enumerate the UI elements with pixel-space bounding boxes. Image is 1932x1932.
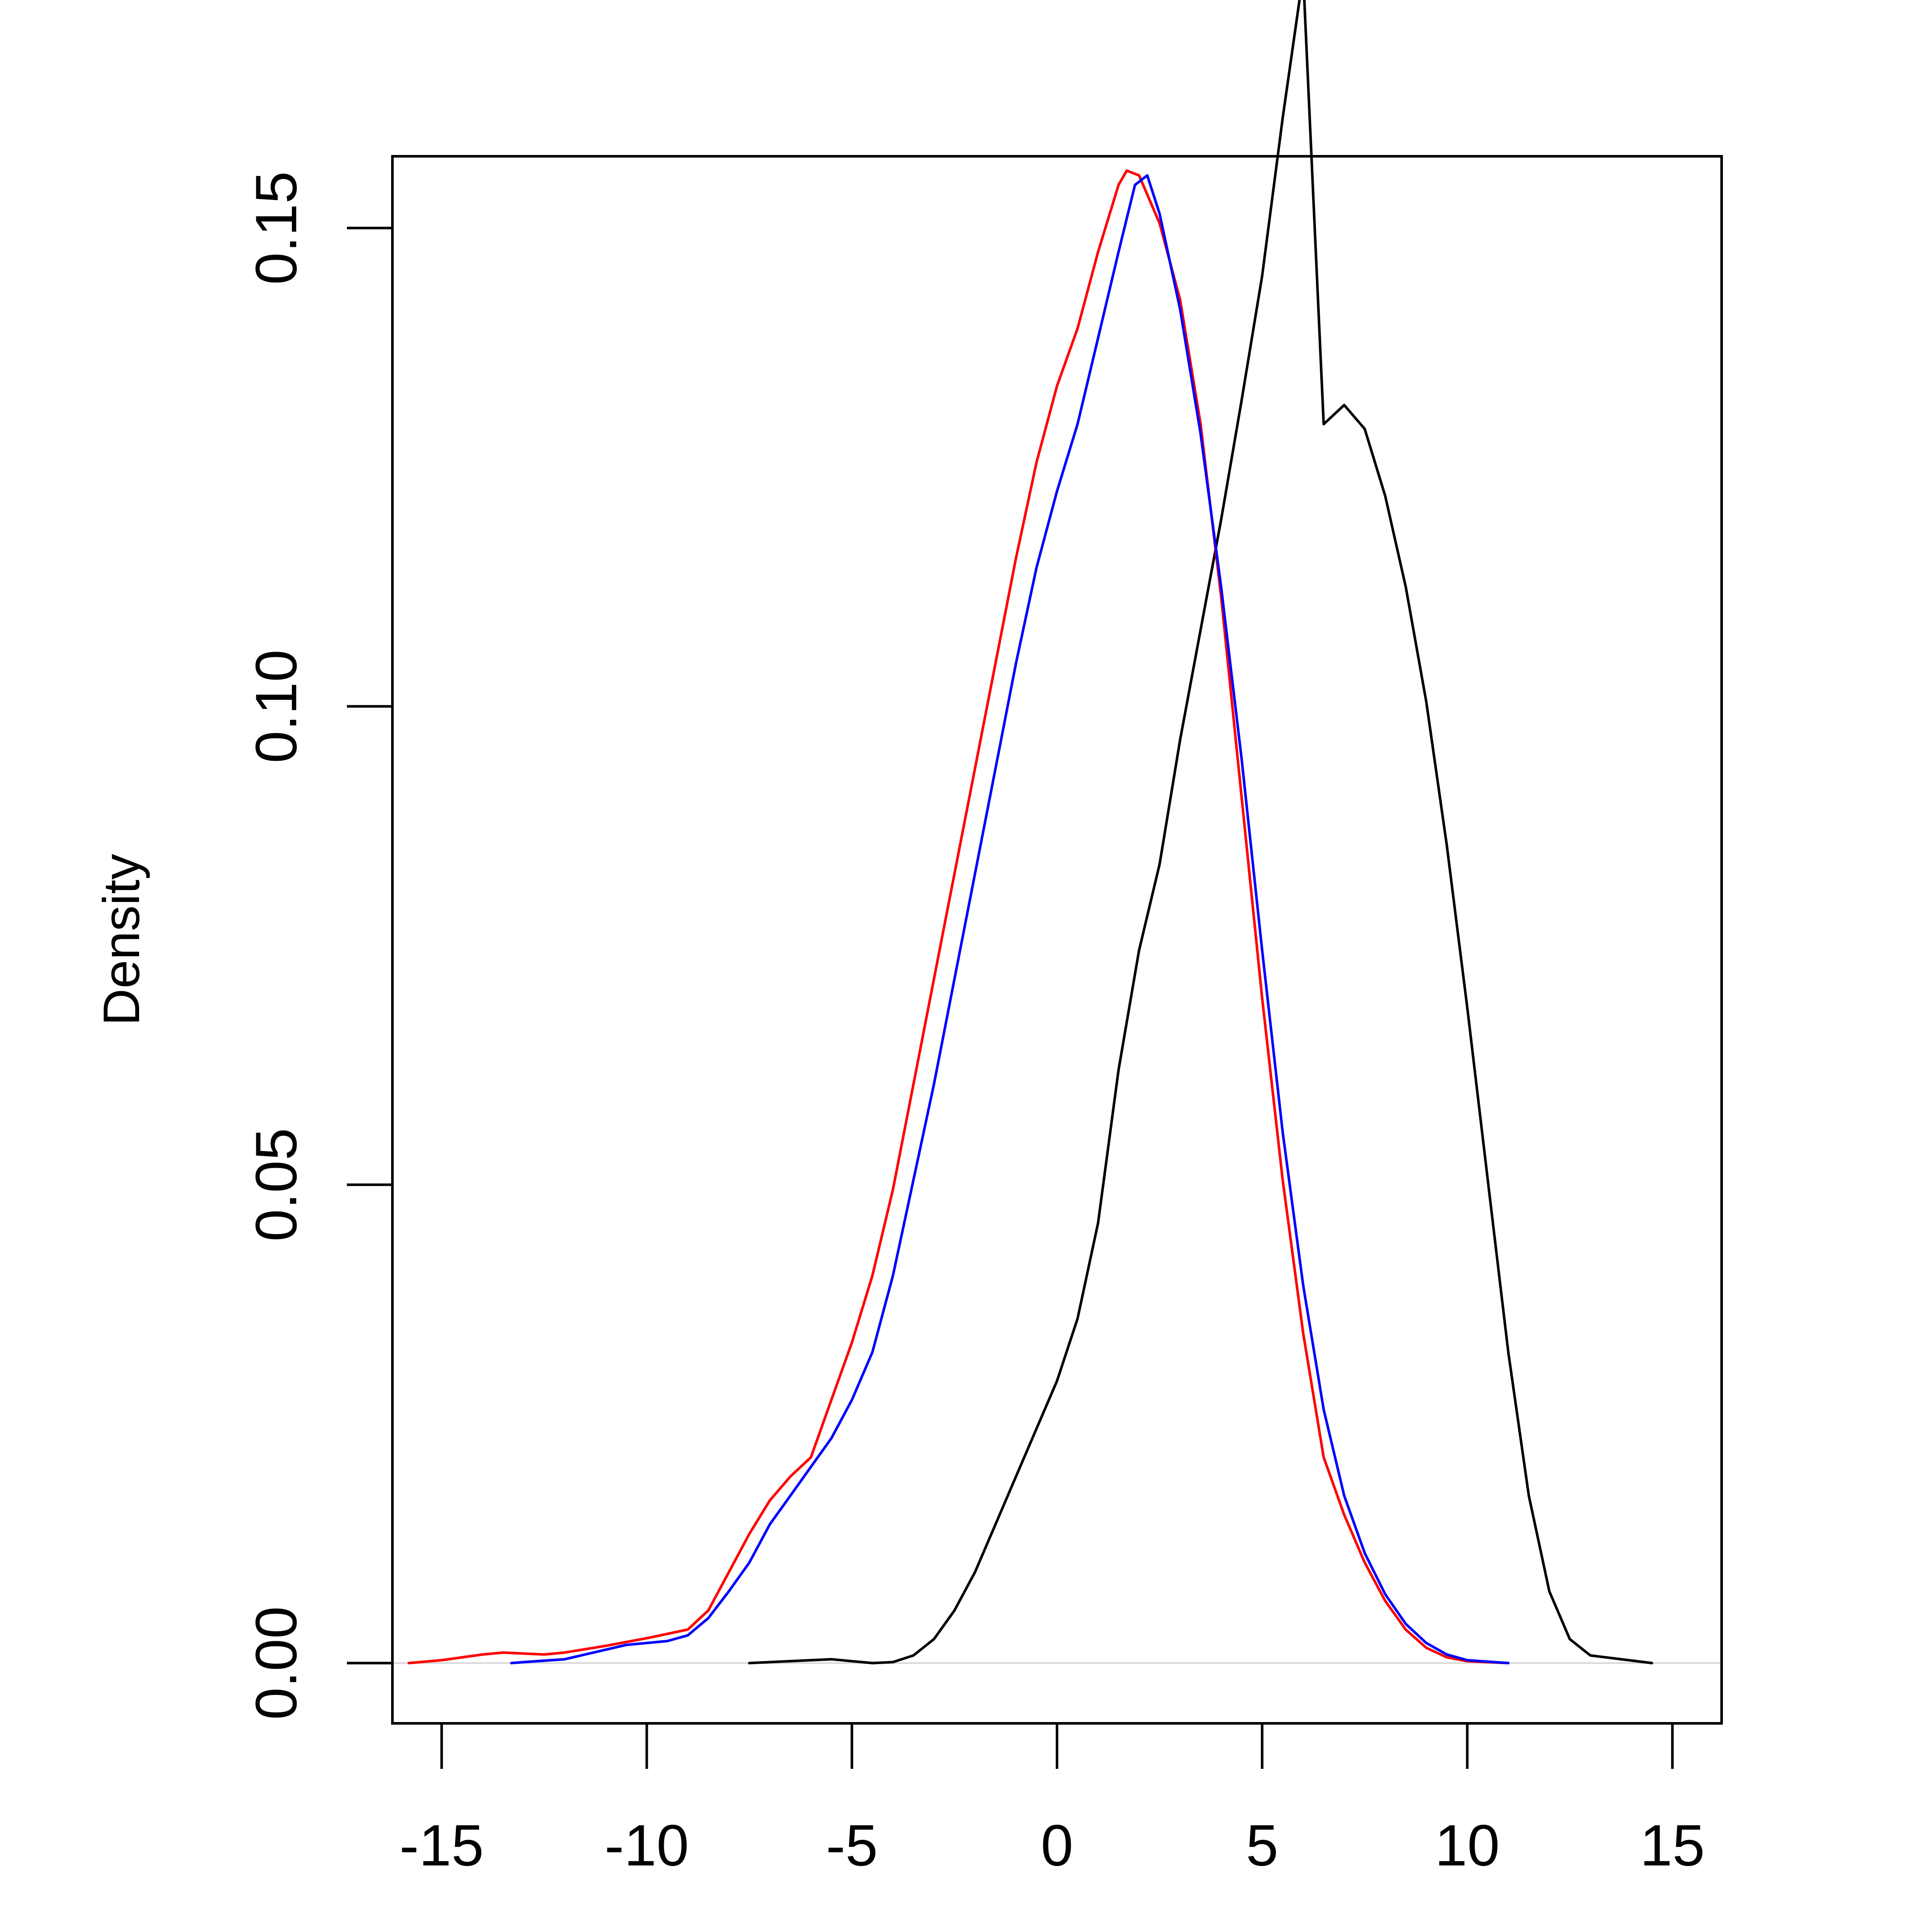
y-tick-label: 0.10 (243, 650, 309, 763)
x-tick-label: 15 (1640, 1813, 1705, 1878)
y-axis-label: Density (93, 854, 150, 1026)
x-tick-label: 10 (1435, 1813, 1500, 1878)
x-tick-label: -10 (605, 1813, 689, 1878)
x-tick-label: -15 (399, 1813, 484, 1878)
density-line-1 (748, 0, 1653, 1665)
y-tick-label: 0.00 (243, 1606, 309, 1720)
axes-layer: -15 -10 -5 0 5 10 15 0.00 0.05 0.10 0.15 (243, 171, 1705, 1878)
x-tick-label: 0 (1041, 1813, 1073, 1878)
density-line-3 (510, 174, 1510, 1665)
x-tick-label: 5 (1246, 1813, 1279, 1878)
density-line-2 (407, 169, 1510, 1665)
y-tick-label: 0.15 (243, 171, 309, 285)
x-tick-label: -5 (826, 1813, 878, 1878)
y-tick-label: 0.05 (243, 1128, 309, 1242)
series-layer (407, 0, 1653, 1665)
